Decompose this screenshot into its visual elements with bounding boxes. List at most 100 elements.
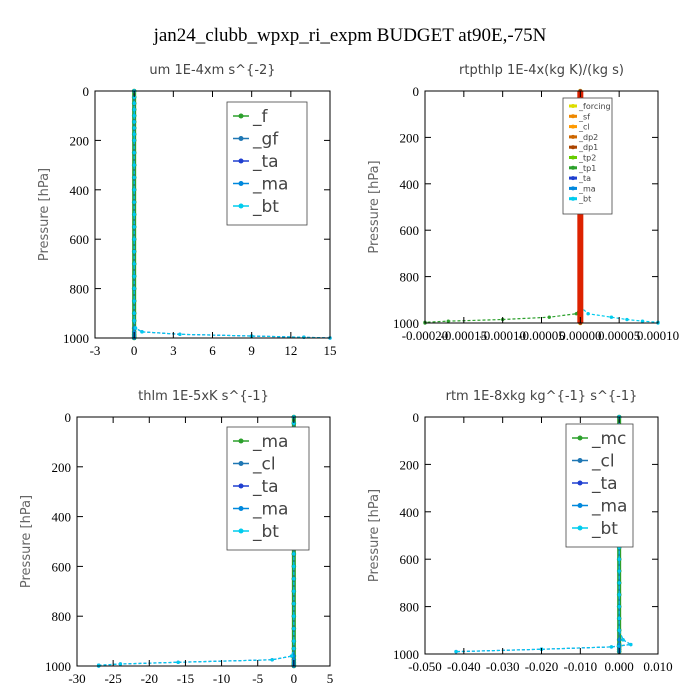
legend-label: _dp2 (578, 133, 598, 142)
legend-label: _ma (591, 497, 627, 517)
x-tick-label: -30 (68, 671, 85, 686)
data-point (132, 132, 136, 136)
legend-entry: _bt (572, 519, 618, 539)
data-point (617, 593, 621, 597)
legend-label: _ta (252, 477, 279, 497)
y-axis-label: Pressure [hPa] (19, 495, 34, 588)
panel-1: um 1E-4xm s^{-2} Pressure [hPa] -3 0 3 6 9 12 15… (37, 63, 337, 358)
y-axis-label: Pressure [hPa] (367, 160, 382, 253)
legend-label: _sf (578, 112, 590, 121)
legend-entry: _f (233, 107, 269, 127)
legend-label: _bt (578, 195, 591, 204)
legend: _forcing_sf _cl_dp2_dp1 _tp2_tp1_ta_ma _bt (562, 97, 613, 215)
legend-marker (571, 124, 575, 129)
legend-label: _ma (252, 175, 288, 195)
y-tick-label: 1000 (45, 659, 71, 674)
x-tick-label: 9 (248, 343, 255, 358)
legend: _mc _cl_ta _ma_bt (565, 423, 634, 548)
legend-label: _bt (252, 522, 279, 542)
y-tick-label: 600 (70, 232, 90, 247)
x-tick-label: -0.00010 (479, 328, 526, 343)
y-tick-label: 0 (413, 84, 420, 99)
legend-label: _ta (578, 174, 591, 183)
legend-entry: _dp2 (569, 133, 598, 142)
legend-entry: _ma (569, 184, 596, 193)
legend-marker (238, 203, 244, 209)
data-point (629, 642, 633, 647)
data-point (617, 557, 621, 561)
panel-4: rtm 1E-8xkg kg^{-1} s^{-1} Pressure [hPa]… (367, 389, 673, 674)
legend-label: _cl (578, 123, 590, 132)
data-point (617, 616, 621, 621)
data-point (132, 212, 136, 217)
legend-marker (577, 435, 583, 441)
data-point (132, 151, 136, 155)
data-point (621, 638, 625, 642)
legend-frame (565, 423, 634, 548)
series-line (424, 91, 581, 323)
y-tick-label: 800 (52, 609, 72, 624)
legend-label: _tp2 (578, 154, 596, 163)
legend-marker (571, 155, 575, 160)
x-tick-label: -0.040 (447, 659, 481, 674)
series-tp1 (423, 89, 583, 325)
legend-marker (238, 506, 244, 511)
data-point (578, 216, 583, 221)
x-tick-label: -10 (213, 671, 230, 686)
panel-3: thlm 1E-5xK s^{-1} Pressure [hPa] -30 -25 -2… (19, 389, 333, 686)
y-tick-label: 800 (70, 282, 90, 297)
data-point (132, 188, 136, 192)
data-point (132, 101, 136, 106)
legend-entry: _sf (569, 112, 590, 121)
legend-entry: _gf (233, 130, 279, 150)
data-point (609, 645, 614, 649)
data-point (140, 330, 144, 334)
x-tick-label: -0.010 (564, 659, 598, 674)
data-point (118, 662, 123, 666)
legend-marker (238, 136, 244, 141)
data-point (132, 126, 136, 130)
x-tick-label: 0.000 (605, 659, 634, 674)
data-point (292, 646, 296, 651)
legend-entry: _mc (572, 429, 626, 449)
panels-group: um 1E-4xm s^{-2}Pressure [hPa]-3 0 3 6 9 12 15… (19, 63, 679, 686)
panel-2: rtpthlp 1E-4x(kg K)/(kg s) Pressure [hPa]… (367, 63, 679, 343)
x-tick-label: 3 (170, 343, 177, 358)
data-point (578, 240, 583, 244)
legend-marker (238, 461, 244, 466)
data-point (132, 319, 136, 323)
y-tick-label: 0 (83, 84, 90, 99)
data-point (132, 286, 136, 291)
legend-marker (238, 181, 244, 186)
x-tick-label: -0.030 (486, 659, 520, 674)
data-point (132, 262, 136, 266)
legend-entry: _cl (233, 455, 276, 475)
data-point (292, 614, 296, 618)
legend-label: _ma (252, 500, 288, 520)
data-point (609, 315, 614, 319)
x-tick-label: 0.00010 (637, 328, 679, 343)
panel-title: thlm 1E-5xK s^{-1} (138, 389, 269, 404)
legend-label: _dp1 (578, 143, 598, 152)
y-axis-label: Pressure [hPa] (367, 489, 382, 582)
x-tick-label: 0 (131, 343, 138, 358)
data-point (132, 138, 136, 143)
data-point (547, 315, 551, 319)
y-tick-label: 1000 (393, 647, 419, 662)
y-axis-label: Pressure [hPa] (37, 168, 52, 261)
data-point (586, 312, 590, 316)
legend-marker (577, 480, 583, 486)
legend-marker (571, 114, 575, 119)
legend-label: _ma (578, 184, 596, 193)
data-point (132, 237, 136, 241)
legend-entry: _tp2 (569, 154, 596, 163)
legend-entry: _bt (233, 522, 279, 542)
legend-marker (238, 438, 244, 444)
legend-label: _tp1 (578, 164, 596, 173)
data-point (640, 319, 645, 323)
axes-frame (424, 90, 659, 324)
legend-marker (238, 158, 244, 164)
data-point (454, 649, 458, 654)
x-tick-label: 0.010 (643, 659, 672, 674)
data-point (617, 642, 621, 647)
